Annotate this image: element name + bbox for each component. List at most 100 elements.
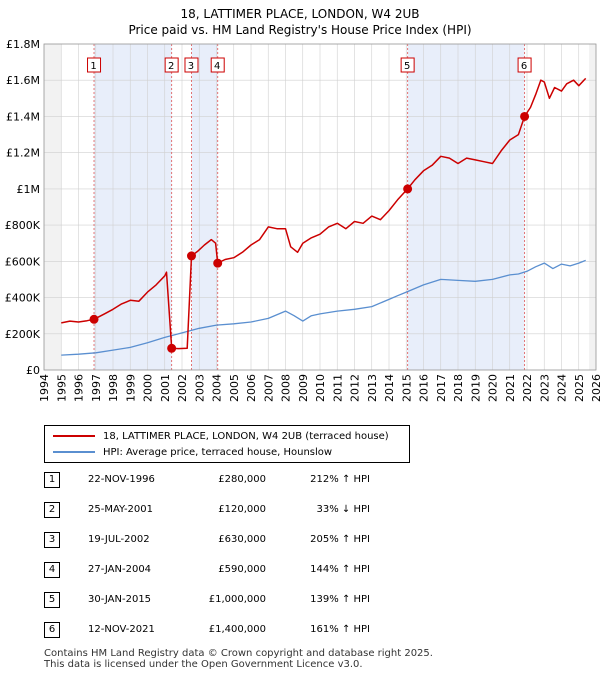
sale-point <box>89 314 99 324</box>
sale-point <box>213 258 223 268</box>
sale-hpi-change: 139% ↑ HPI <box>310 594 370 605</box>
y-tick-label: £400K <box>5 292 41 305</box>
x-tick-label: 2009 <box>297 374 310 402</box>
sale-point <box>520 111 530 121</box>
sale-date: 27-JAN-2004 <box>88 564 152 575</box>
x-tick-label: 2000 <box>142 374 155 402</box>
legend-item-property: 18, LATTIMER PLACE, LONDON, W4 2UB (terr… <box>53 429 389 443</box>
legend-label-property: 18, LATTIMER PLACE, LONDON, W4 2UB (terr… <box>103 430 389 442</box>
x-tick-label: 2006 <box>245 374 258 402</box>
x-tick-label: 2015 <box>400 374 413 402</box>
table-row: 1 22-NOV-1996 £280,000 212% ↑ HPI <box>44 472 384 490</box>
y-tick-label: £600K <box>5 255 41 268</box>
sale-price: £630,000 <box>218 534 266 545</box>
table-row: 2 25-MAY-2001 £120,000 33% ↓ HPI <box>44 502 384 520</box>
y-tick-label: £200K <box>5 328 41 341</box>
sale-date: 19-JUL-2002 <box>88 534 150 545</box>
x-tick-label: 2007 <box>262 374 275 402</box>
x-tick-label: 2005 <box>228 374 241 402</box>
no-data-band <box>44 44 62 370</box>
chart-subtitle: Price paid vs. HM Land Registry's House … <box>128 23 472 37</box>
x-tick-label: 2002 <box>176 374 189 402</box>
x-tick-label: 2024 <box>556 374 569 402</box>
plot-frame <box>43 43 597 371</box>
property-price-line <box>61 77 587 350</box>
sale-hpi-change: 161% ↑ HPI <box>310 624 370 635</box>
sale-number-badge: 6 <box>44 622 60 638</box>
y-tick-label: £1.4M <box>6 110 40 123</box>
y-tick-label: £1.6M <box>6 74 40 87</box>
x-tick-label: 2008 <box>280 374 293 402</box>
sale-number-label: 2 <box>168 61 174 72</box>
x-tick-label: 2023 <box>538 374 551 402</box>
sale-number-badge: 2 <box>44 502 60 518</box>
y-tick-label: £800K <box>5 219 41 232</box>
x-tick-label: 1997 <box>90 374 103 402</box>
y-tick-label: £1.8M <box>6 38 40 51</box>
no-data-band <box>589 44 596 370</box>
sale-number-box <box>210 57 225 73</box>
y-tick-label: £1.2M <box>6 147 40 160</box>
sale-date: 22-NOV-1996 <box>88 474 155 485</box>
x-tick-label: 2019 <box>469 374 482 402</box>
x-tick-label: 2001 <box>159 374 172 402</box>
sale-price: £120,000 <box>218 504 266 515</box>
x-tick-label: 1996 <box>73 374 86 402</box>
table-row: 6 12-NOV-2021 £1,400,000 161% ↑ HPI <box>44 622 384 640</box>
x-tick-label: 1998 <box>107 374 120 402</box>
sale-point <box>186 251 196 261</box>
sale-number-badge: 3 <box>44 532 60 548</box>
footer: Contains HM Land Registry data © Crown c… <box>44 648 564 670</box>
sale-hpi-change: 205% ↑ HPI <box>310 534 370 545</box>
x-tick-label: 1999 <box>124 374 137 402</box>
sale-date: 12-NOV-2021 <box>88 624 155 635</box>
x-tick-label: 2026 <box>590 374 600 402</box>
sale-hpi-change: 33% ↓ HPI <box>316 504 370 515</box>
sale-number-badge: 1 <box>44 472 60 488</box>
sale-hpi-change: 144% ↑ HPI <box>310 564 370 575</box>
x-tick-label: 2014 <box>383 374 396 402</box>
chart-title-block: 18, LATTIMER PLACE, LONDON, W4 2UB Price… <box>0 6 600 38</box>
x-tick-label: 2013 <box>366 374 379 402</box>
sale-period-band <box>191 44 218 370</box>
x-tick-label: 2004 <box>211 374 224 402</box>
footer-copyright: Contains HM Land Registry data © Crown c… <box>44 648 433 659</box>
sale-number-badge: 4 <box>44 562 60 578</box>
x-tick-label: 2016 <box>418 374 431 402</box>
sale-point <box>167 343 177 353</box>
price-chart: £0 £200K £400K £600K £800K £1M £1.2M £1.4M £1.6M… <box>5 38 600 402</box>
x-tick-label: 1995 <box>55 374 68 402</box>
legend-swatch-hpi <box>53 451 95 453</box>
sale-date: 25-MAY-2001 <box>88 504 154 515</box>
sale-number-label: 1 <box>90 61 96 72</box>
x-tick-label: 2011 <box>331 374 344 402</box>
x-tick-label: 1994 <box>38 374 51 402</box>
sale-number-badge: 5 <box>44 592 60 608</box>
sale-period-band <box>94 44 172 370</box>
sale-number-box <box>164 57 179 73</box>
sale-price: £280,000 <box>218 474 266 485</box>
x-tick-label: 2017 <box>435 374 448 402</box>
legend: 18, LATTIMER PLACE, LONDON, W4 2UB (terr… <box>44 425 410 463</box>
sale-number-box <box>517 57 532 73</box>
sale-number-label: 6 <box>521 61 527 72</box>
x-tick-label: 2003 <box>193 374 206 402</box>
legend-swatch-property <box>53 435 95 437</box>
y-tick-label: £1M <box>17 183 41 196</box>
sale-number-label: 3 <box>188 61 194 72</box>
y-tick-label: £0 <box>26 364 40 377</box>
sale-number-label: 5 <box>404 61 410 72</box>
footer-licence: This data is licensed under the Open Gov… <box>44 659 363 670</box>
sale-point <box>403 184 413 194</box>
x-tick-label: 2018 <box>452 374 465 402</box>
x-tick-label: 2025 <box>573 374 586 402</box>
table-row: 3 19-JUL-2002 £630,000 205% ↑ HPI <box>44 532 384 550</box>
sale-price: £1,000,000 <box>208 594 266 605</box>
legend-label-hpi: HPI: Average price, terraced house, Houn… <box>103 446 333 458</box>
x-tick-label: 2012 <box>349 374 362 402</box>
sale-date: 30-JAN-2015 <box>88 594 152 605</box>
sale-hpi-change: 212% ↑ HPI <box>310 474 370 485</box>
legend-item-hpi: HPI: Average price, terraced house, Houn… <box>53 445 332 459</box>
x-tick-label: 2022 <box>521 374 534 402</box>
x-tick-label: 2020 <box>487 374 500 402</box>
